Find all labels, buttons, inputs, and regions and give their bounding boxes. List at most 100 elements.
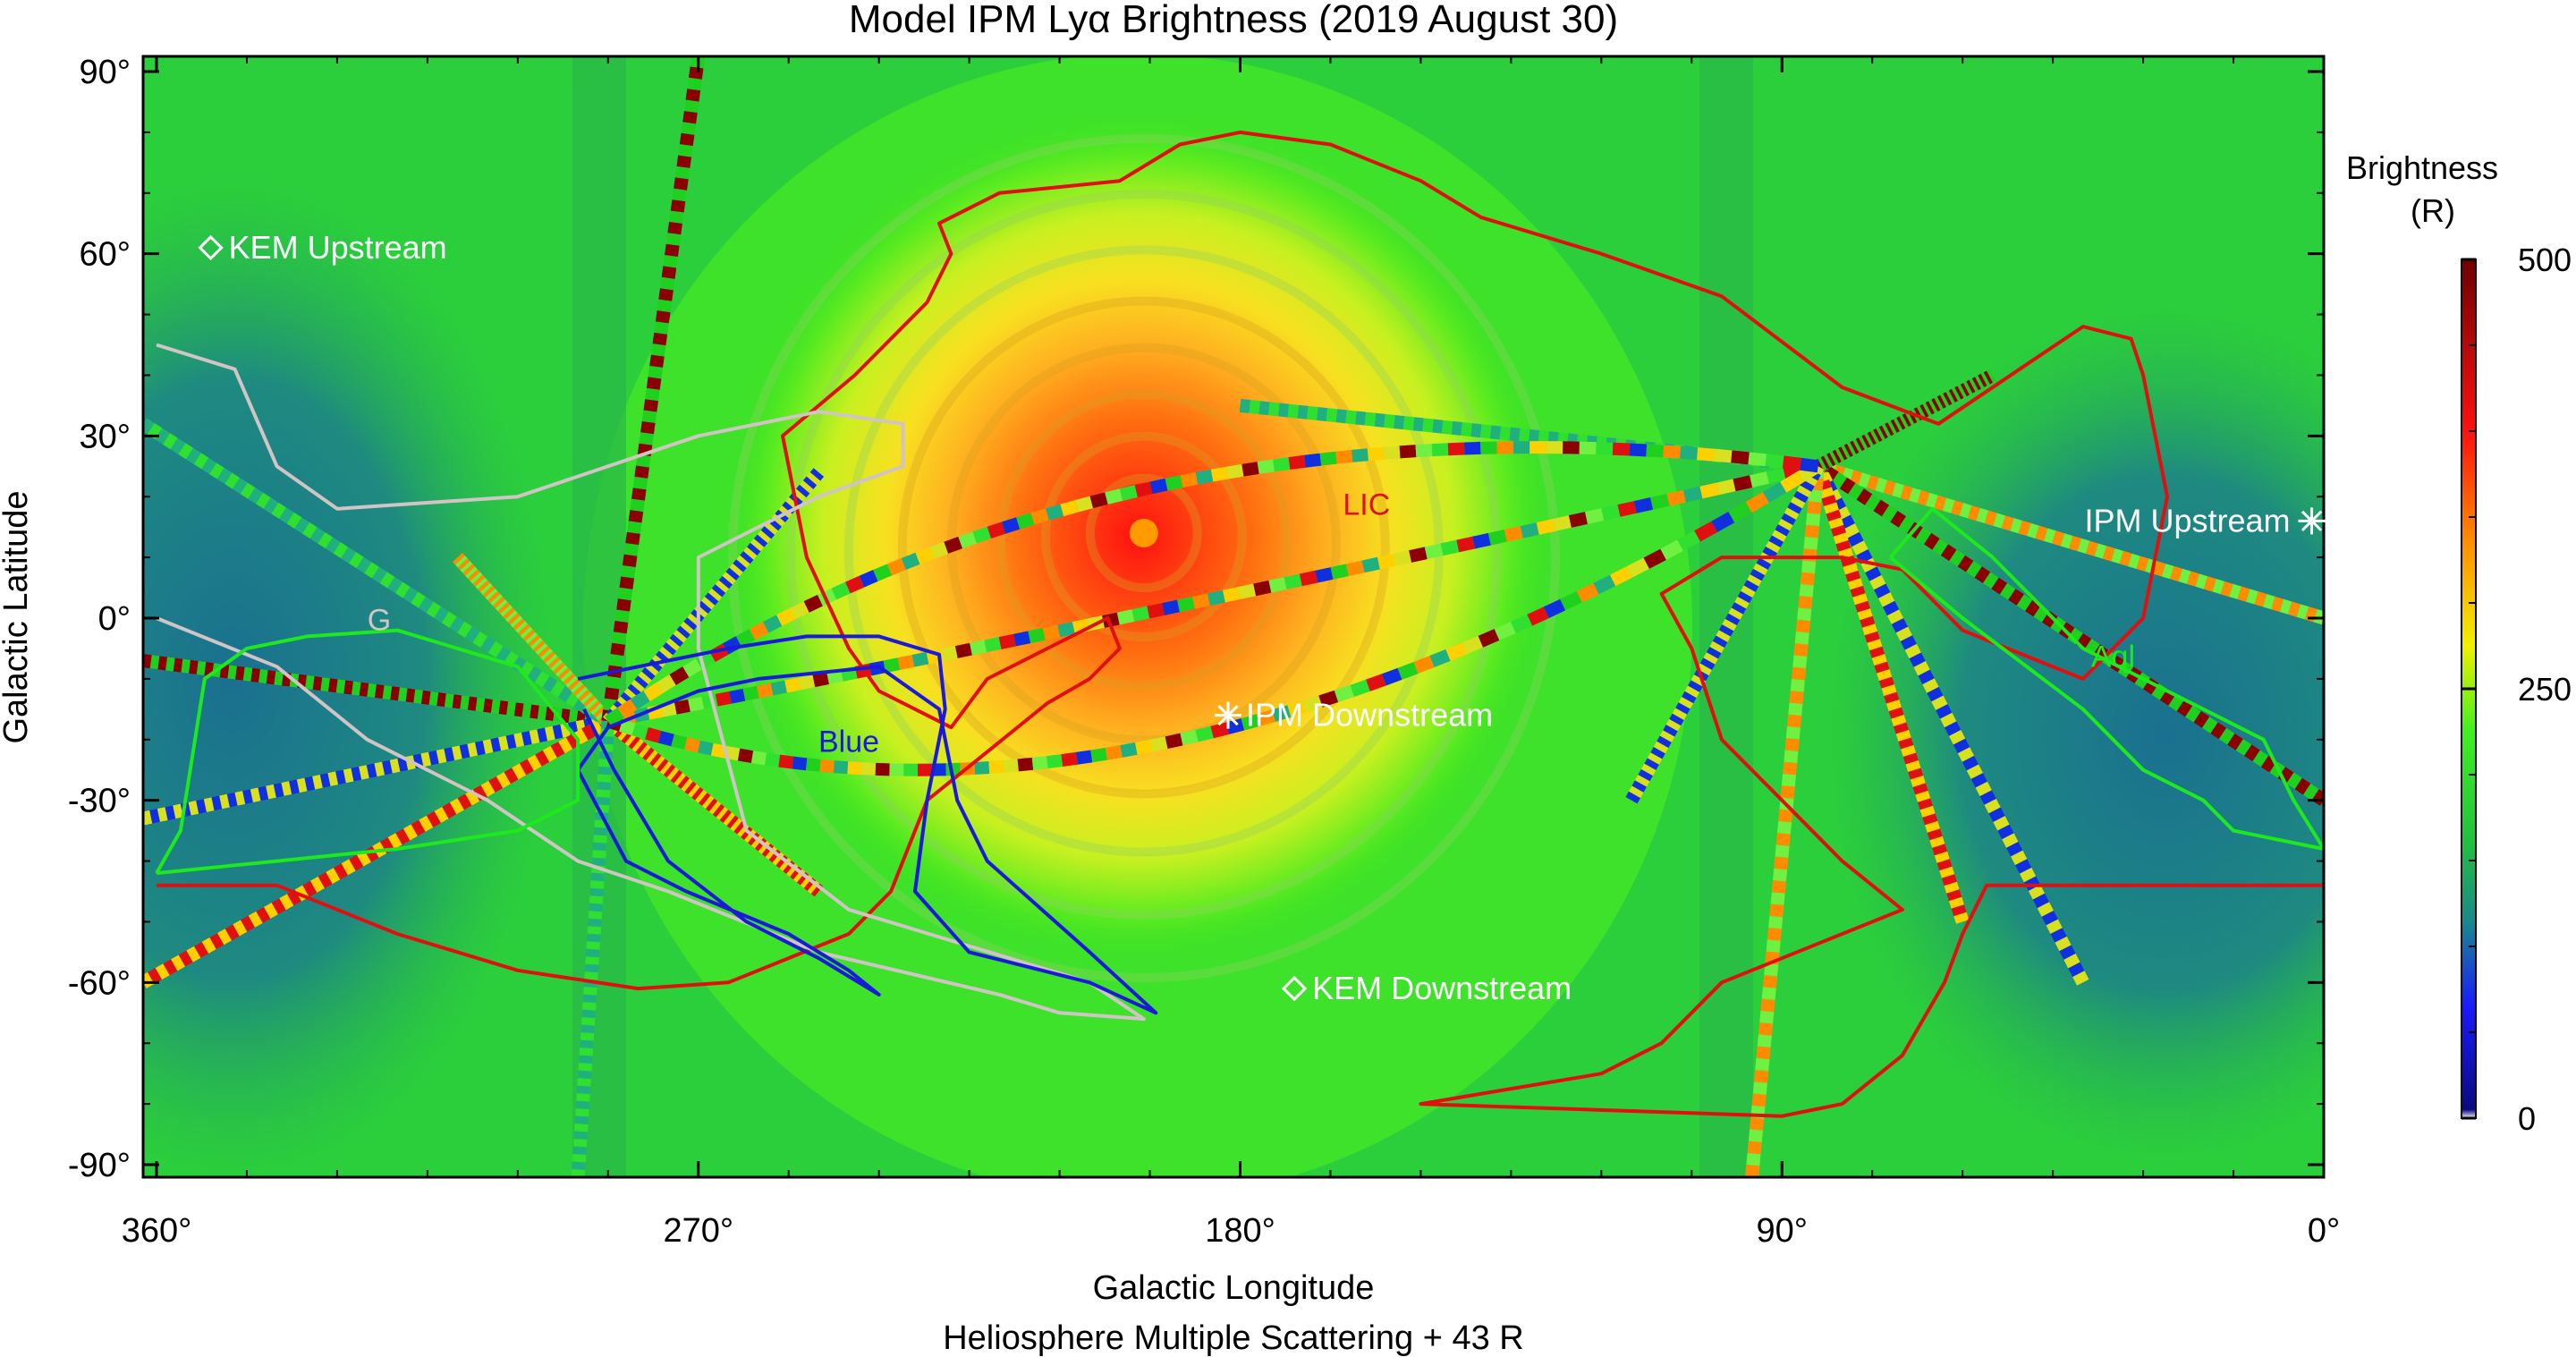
scan-track-segment [552,724,564,740]
scan-track-segment [708,588,723,602]
scan-track-segment [1952,387,1962,402]
scan-track-segment [1626,557,1649,578]
scan-track-segment [1874,661,1890,674]
scan-track-segment [572,1161,586,1171]
scan-track-segment [669,666,690,685]
scan-track-segment [273,783,284,798]
scan-track-segment [1509,427,1521,442]
scan-track-segment [2068,962,2085,978]
scan-track-segment [1210,722,1229,739]
scan-track-segment [1177,597,1195,613]
scan-track-segment [1934,851,1950,863]
scan-track-segment [1900,635,1917,650]
scan-track-segment [327,678,338,693]
scan-track-segment [1895,730,1911,742]
scan-track-segment [970,640,987,656]
scan-track-segment [1932,844,1948,856]
scan-track-segment [319,773,331,788]
scan-track-segment [1697,663,1712,676]
scan-track-segment [1504,526,1523,542]
scan-track-segment [1919,403,1929,418]
x-tick-label: 0° [2308,1212,2340,1250]
scan-track-segment [1731,602,1747,615]
scan-track-segment [519,661,535,678]
scan-track-segment [1850,470,1862,486]
figure-subtitle: Heliosphere Multiple Scattering + 43 R [943,1319,1524,1357]
scan-track-segment [451,745,462,760]
scan-track-segment [1943,392,1953,406]
scan-track-segment [631,723,648,740]
scan-track-segment [500,605,513,617]
scan-track-segment [687,77,702,91]
scan-track-segment [588,700,601,713]
scan-track-segment [768,849,781,863]
scan-track-segment [762,615,783,633]
scan-track-segment [782,501,796,514]
scan-track-segment [765,752,781,768]
scan-track-segment [1838,514,1855,530]
scan-track-segment [1241,714,1260,731]
scan-track-segment [710,742,727,759]
scan-track-segment [1898,737,1914,750]
scan-track-segment [1808,489,1823,503]
scan-track-segment [663,255,678,268]
scan-track-segment [1912,783,1928,795]
scan-track-segment [1225,717,1245,735]
scan-track-segment [736,555,750,568]
scan-track-segment [1841,445,1851,459]
scan-track-segment [658,646,674,660]
scan-track-segment [580,1024,595,1034]
scan-track-segment [542,745,557,762]
cloud-boundaries [155,130,2324,1118]
scan-track-segment [1865,566,1882,581]
scan-track-segment [341,547,356,564]
scan-track-segment [1949,549,1965,567]
scan-track-segment [485,588,498,600]
scan-track-segment [1195,469,1214,485]
scan-track-segment [1917,405,1927,420]
scan-track-segment [1843,523,1860,539]
scan-track-segment [411,591,426,608]
scan-track-segment [233,920,248,937]
scan-track-segment [1576,582,1599,603]
scan-track-segment [582,994,597,1004]
scan-track-segment [2092,644,2109,662]
scan-track-segment [565,675,579,688]
scan-track-segment [2218,727,2235,745]
scan-track-segment [1858,472,1871,488]
scan-track-segment [256,906,271,923]
scan-track-segment [1847,578,1863,590]
contour-ring [785,190,1502,920]
scan-track-segment [1925,492,1938,509]
diamond-marker-icon [198,234,224,260]
scan-track-segment [1856,549,1873,564]
scan-track-segment [1774,856,1789,870]
scan-track-segment [624,733,637,747]
scan-track-segment [2043,528,2056,544]
scan-track-segment [1927,828,1943,841]
scan-track-segment [2244,744,2260,762]
scan-track-segment [442,802,457,819]
scan-track-segment [219,793,230,810]
x-axis-label: Galactic Longitude [1093,1269,1375,1307]
scan-track-segment [434,807,449,823]
scan-track-segment [859,570,878,588]
scan-track-segment [405,688,416,703]
scan-track-segment [475,577,488,589]
scan-track-segment [1354,411,1367,426]
scan-track-segment [248,488,263,505]
scan-track-segment [390,686,400,701]
scan-track-segment [1479,424,1492,439]
scan-track-segment [2220,581,2233,598]
scan-track-segment [911,651,929,667]
scan-track-segment [657,730,674,747]
scan-track-segment [1928,399,1938,413]
scan-track-segment [575,1108,589,1117]
scan-track-segment [547,657,561,669]
scan-track-segment [1860,615,1876,628]
scan-track-segment [987,522,1006,539]
scan-track-segment [656,674,676,693]
scan-track-segment [1634,775,1650,787]
scan-track-segment [646,377,662,390]
scan-track-segment [1843,443,1853,457]
